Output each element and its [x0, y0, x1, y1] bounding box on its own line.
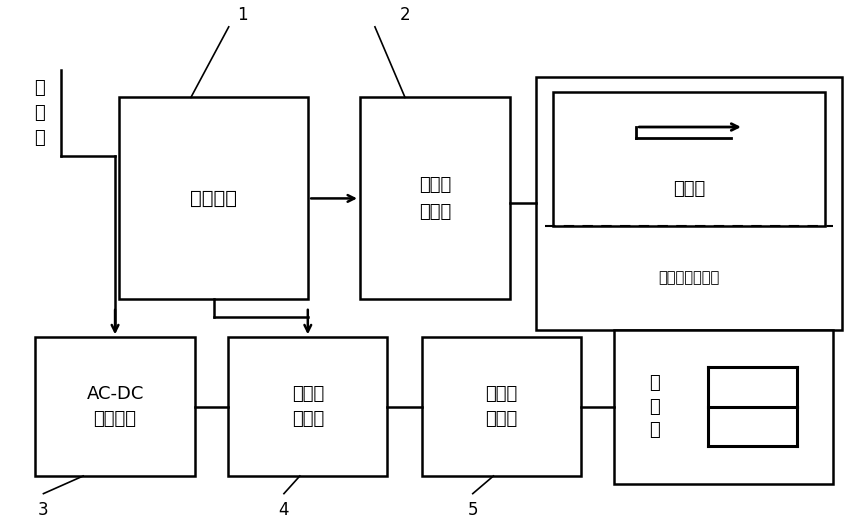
- Text: 冷端温度传感器: 冷端温度传感器: [658, 270, 720, 286]
- Text: AC-DC
稳压电源: AC-DC 稳压电源: [87, 385, 144, 428]
- Text: 1: 1: [237, 6, 248, 24]
- Bar: [422, 337, 581, 476]
- Text: 5: 5: [468, 501, 478, 519]
- Bar: [229, 337, 387, 476]
- Text: 功率控
制模块: 功率控 制模块: [292, 385, 324, 428]
- Text: 加
热
丝: 加 热 丝: [650, 374, 661, 439]
- Text: 温度测
量模块: 温度测 量模块: [419, 176, 451, 221]
- Text: 热电偶: 热电偶: [673, 180, 705, 198]
- Bar: [360, 97, 510, 299]
- Text: 3: 3: [38, 501, 48, 519]
- Bar: [536, 78, 842, 330]
- Text: 交
流
电: 交 流 电: [35, 79, 45, 147]
- Text: 4: 4: [279, 501, 289, 519]
- Bar: [614, 330, 833, 484]
- Bar: [36, 337, 195, 476]
- Bar: [119, 97, 308, 299]
- Text: 微控制器: 微控制器: [190, 189, 237, 208]
- Bar: [553, 92, 824, 226]
- Text: 干扰抑
制模块: 干扰抑 制模块: [485, 385, 518, 428]
- Text: 2: 2: [400, 6, 410, 24]
